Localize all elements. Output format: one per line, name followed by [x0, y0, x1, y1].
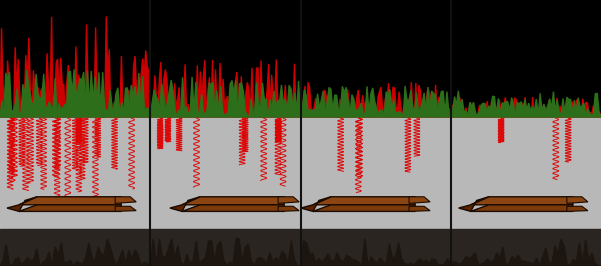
Polygon shape — [451, 97, 601, 117]
Polygon shape — [278, 206, 299, 211]
Polygon shape — [0, 69, 150, 117]
Polygon shape — [301, 197, 331, 211]
Polygon shape — [182, 197, 284, 205]
Polygon shape — [150, 238, 300, 266]
Polygon shape — [471, 197, 573, 205]
Polygon shape — [0, 16, 150, 117]
Polygon shape — [0, 229, 601, 266]
Polygon shape — [0, 117, 601, 229]
Polygon shape — [451, 91, 601, 117]
Polygon shape — [451, 239, 601, 266]
Polygon shape — [19, 205, 121, 211]
Polygon shape — [313, 197, 415, 205]
Polygon shape — [19, 197, 121, 205]
Polygon shape — [115, 206, 136, 211]
Polygon shape — [7, 197, 37, 211]
Polygon shape — [300, 82, 451, 117]
Polygon shape — [278, 197, 299, 203]
Polygon shape — [313, 205, 415, 211]
Polygon shape — [150, 77, 300, 117]
Polygon shape — [300, 86, 451, 117]
Polygon shape — [567, 197, 588, 203]
Polygon shape — [409, 206, 430, 211]
Polygon shape — [567, 206, 588, 211]
Polygon shape — [409, 197, 430, 203]
Polygon shape — [182, 205, 284, 211]
Polygon shape — [459, 197, 489, 211]
Polygon shape — [170, 197, 200, 211]
Polygon shape — [0, 239, 150, 266]
Polygon shape — [300, 239, 451, 266]
Polygon shape — [471, 205, 573, 211]
Polygon shape — [115, 197, 136, 203]
Polygon shape — [150, 60, 300, 117]
